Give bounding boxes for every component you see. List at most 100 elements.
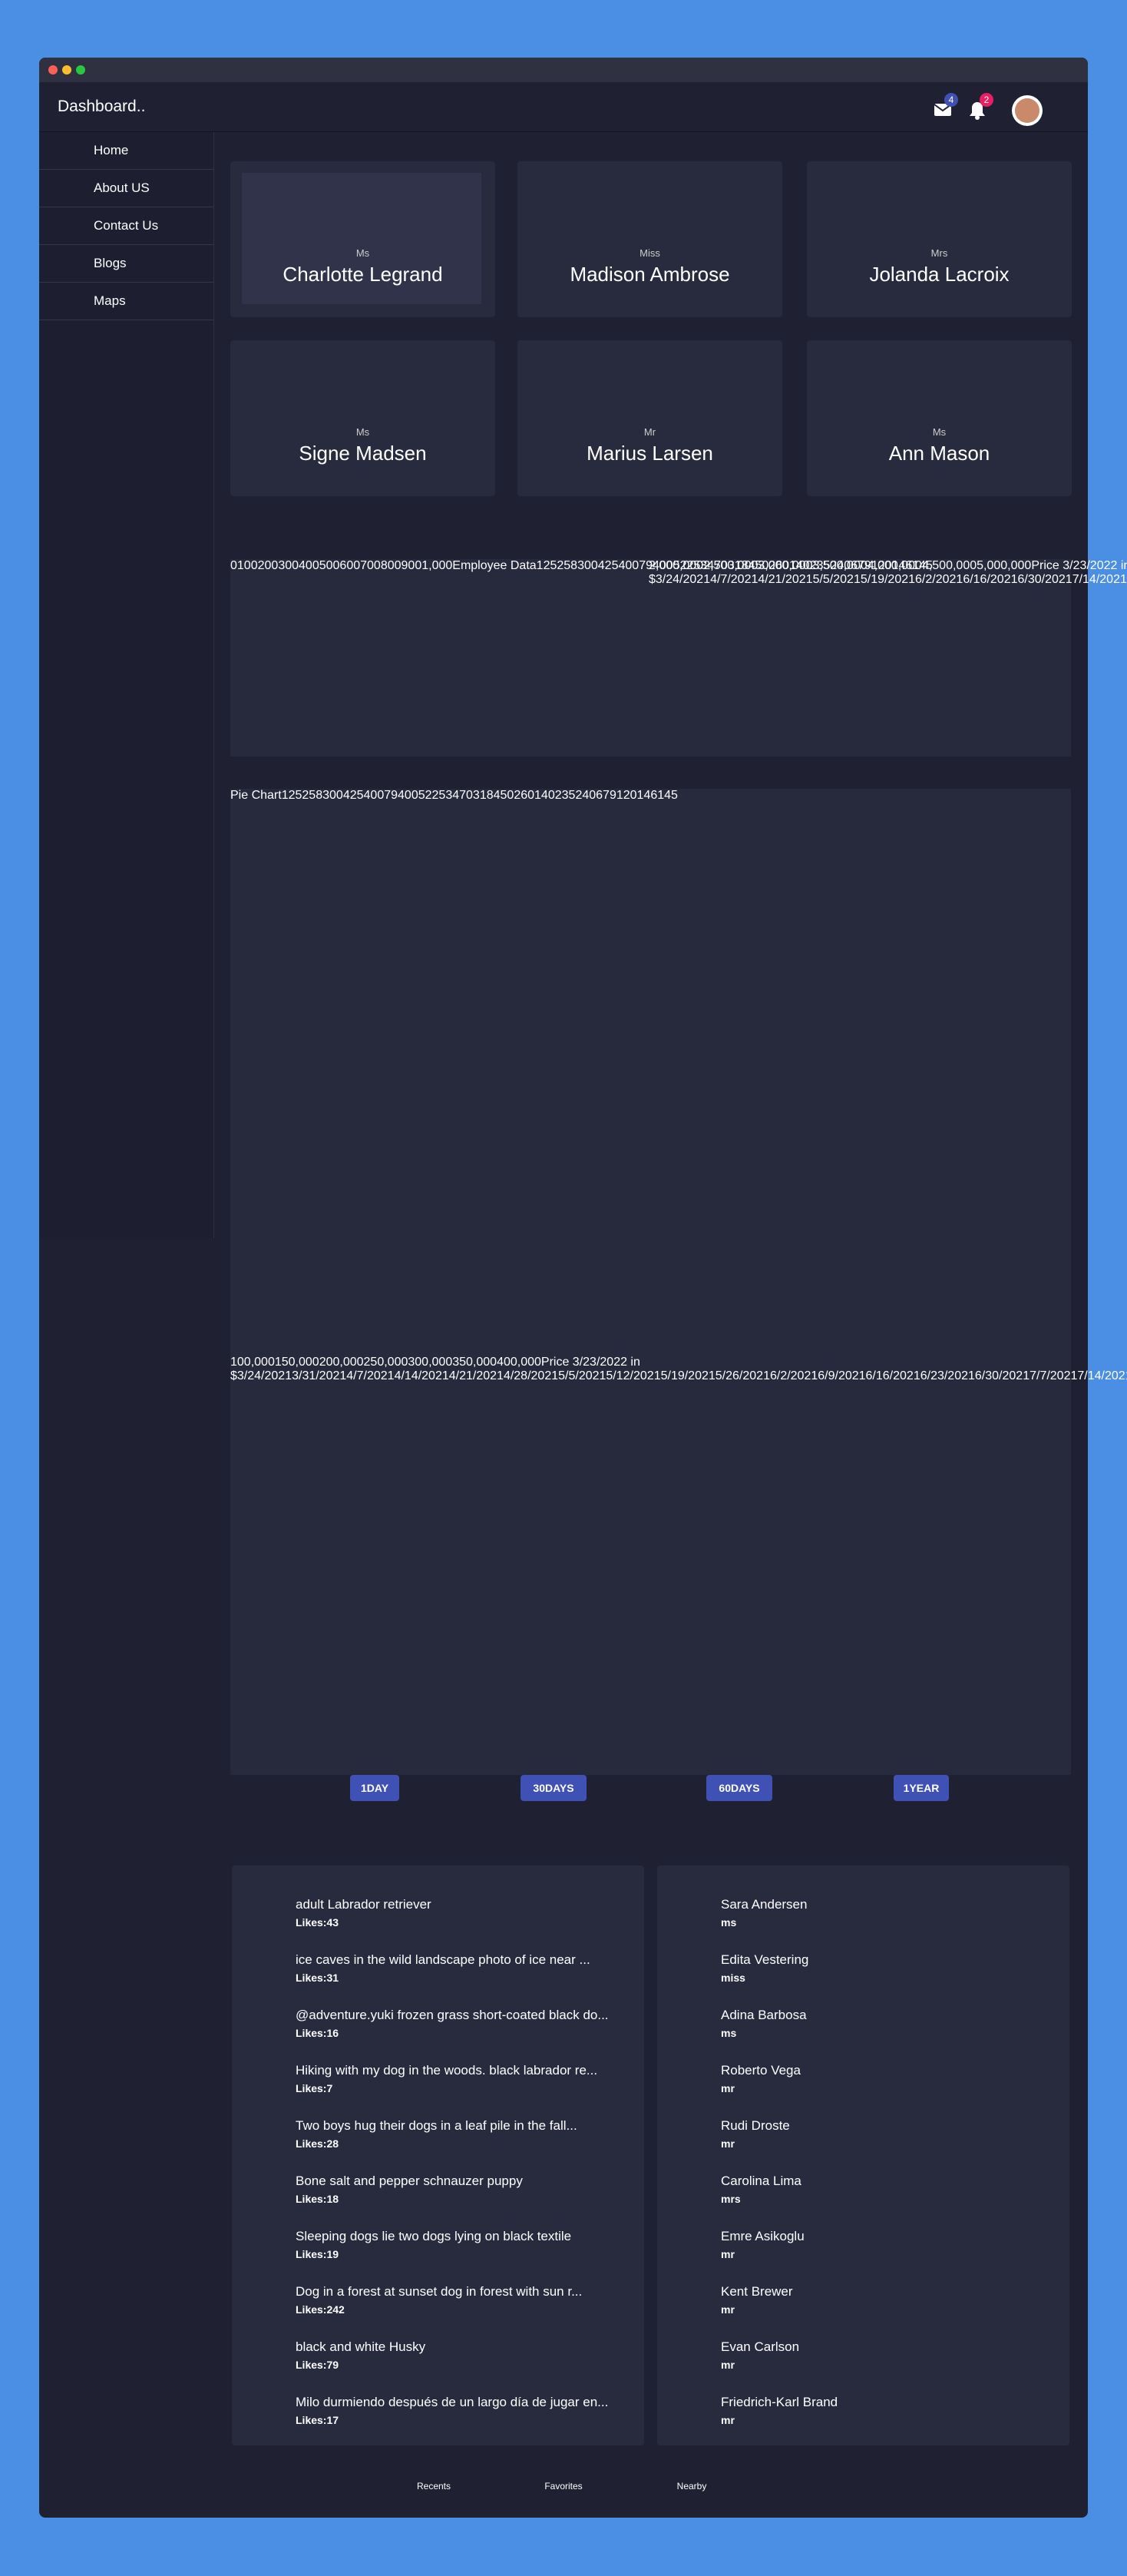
x-tick-label: 470 — [707, 559, 728, 572]
post-title: ice caves in the wild landscape photo of… — [296, 1952, 590, 1967]
x-tick-label: 450 — [748, 559, 769, 572]
x-tick-label: 4/7/2021 — [710, 573, 758, 586]
profile-card[interactable]: Ms Charlotte Legrand — [230, 161, 495, 317]
post-subtitle: Likes:19 — [296, 2248, 339, 2260]
user-item[interactable]: Adina Barbosa ms — [657, 2004, 1069, 2050]
x-tick-label: 300 — [577, 559, 598, 572]
user-title: Emre Asikoglu — [721, 2229, 805, 2243]
x-tick-label: 4/14/2021 — [394, 1369, 449, 1382]
post-item[interactable]: black and white Husky Likes:79 — [232, 2336, 644, 2382]
x-tick-label: 79 — [639, 559, 653, 572]
nav-item[interactable]: Favorites — [525, 2481, 602, 2515]
x-tick-label: 145 — [912, 559, 933, 572]
app-header: Dashboard.. 4 2 — [39, 82, 1088, 132]
card-highlight — [242, 173, 481, 304]
y-tick-label: 200 — [257, 559, 279, 572]
post-title: Milo durmiendo después de un largo día d… — [296, 2395, 609, 2409]
range-button[interactable]: 60DAYS — [706, 1775, 772, 1801]
pie-title: Pie Chart — [230, 789, 282, 802]
x-tick-label: 6/30/2021 — [1017, 573, 1072, 586]
user-item[interactable]: Kent Brewer mr — [657, 2280, 1069, 2326]
user-subtitle: mr — [721, 2414, 735, 2426]
profile-card[interactable]: Mrs Jolanda Lacroix — [807, 161, 1072, 317]
legend-label: 470 — [452, 789, 473, 802]
y-tick-label: 600 — [339, 559, 361, 572]
nav-item[interactable]: Recents — [395, 2481, 472, 2515]
profile-title: Ms — [355, 247, 370, 259]
range-button[interactable]: 1YEAR — [894, 1775, 949, 1801]
y-tick-label: 1,000 — [421, 559, 453, 572]
post-item[interactable]: Two boys hug their dogs in a leaf pile i… — [232, 2114, 644, 2160]
x-tick-label: 6/30/2021 — [974, 1369, 1030, 1382]
x-tick-label: 6/2/2021 — [769, 1369, 818, 1382]
user-item[interactable]: Friedrich-Karl Brand mr — [657, 2391, 1069, 2437]
header-icons[interactable]: 4 2 — [930, 88, 1053, 127]
user-item[interactable]: Rudi Droste mr — [657, 2114, 1069, 2160]
post-item[interactable]: @adventure.yuki frozen grass short-coate… — [232, 2004, 644, 2050]
sidebar-item[interactable]: About US — [39, 170, 213, 207]
post-item[interactable]: Sleeping dogs lie two dogs lying on blac… — [232, 2225, 644, 2271]
profile-title: Mrs — [930, 247, 948, 259]
post-item[interactable]: ice caves in the wild landscape photo of… — [232, 1949, 644, 1995]
app-title: Dashboard.. — [58, 98, 146, 115]
post-title: @adventure.yuki frozen grass short-coate… — [296, 2008, 609, 2022]
legend-label: 400 — [363, 789, 385, 802]
profile-card[interactable]: Miss Madison Ambrose — [517, 161, 782, 317]
x-tick-label: 6/9/2021 — [818, 1369, 866, 1382]
chart: 100,000150,000200,000250,000300,000350,0… — [230, 1356, 1127, 1383]
sidebar-item[interactable]: Home — [39, 132, 213, 170]
x-tick-label: 125 — [536, 559, 557, 572]
profile-card[interactable]: Ms Signe Madsen — [230, 340, 495, 496]
post-item[interactable]: Bone salt and pepper schnauzer puppy Like… — [232, 2170, 644, 2216]
x-tick-label: 4/21/2021 — [758, 573, 813, 586]
profile-card[interactable]: Mr Marius Larsen — [517, 340, 782, 496]
user-subtitle: mr — [721, 2137, 735, 2150]
profile-title: Miss — [640, 247, 660, 259]
user-title: Carolina Lima — [721, 2174, 801, 2188]
user-title: Friedrich-Karl Brand — [721, 2395, 838, 2409]
x-tick-label: 6/16/2021 — [963, 573, 1018, 586]
profile-title: Ms — [355, 426, 370, 438]
y-tick-label: 3,000,000 — [758, 559, 813, 572]
range-button[interactable]: 30DAYS — [521, 1775, 587, 1801]
user-item[interactable]: Carolina Lima mrs — [657, 2170, 1069, 2216]
sidebar-item[interactable]: Contact Us — [39, 207, 213, 245]
y-tick-label: 5,000,000 — [977, 559, 1032, 572]
range-button[interactable]: 1DAY — [350, 1775, 399, 1801]
user-item[interactable]: Edita Vestering miss — [657, 1949, 1069, 1995]
user-item[interactable]: Evan Carlson mr — [657, 2336, 1069, 2382]
y-tick-label: 900 — [401, 559, 422, 572]
x-tick-label: 235 — [809, 559, 831, 572]
user-item[interactable]: Sara Andersen ms — [657, 1893, 1069, 1939]
legend-label: 450 — [493, 789, 514, 802]
x-tick-label: 240 — [830, 559, 851, 572]
post-item[interactable]: Milo durmiendo después de un largo día d… — [232, 2391, 644, 2437]
post-title: Sleeping dogs lie two dogs lying on blac… — [296, 2229, 572, 2243]
post-item[interactable]: Dog in a forest at sunset dog in forest … — [232, 2280, 644, 2326]
y-tick-label: 700 — [360, 559, 381, 572]
legend-label: 318 — [472, 789, 494, 802]
nav-label: Favorites — [544, 2481, 583, 2492]
user-item[interactable]: Roberto Vega mr — [657, 2059, 1069, 2105]
x-tick-label: 6/2/2021 — [915, 573, 963, 586]
user-item[interactable]: Emre Asikoglu mr — [657, 2225, 1069, 2271]
nav-item[interactable]: Nearby — [653, 2481, 730, 2515]
sidebar-item[interactable]: Maps — [39, 283, 213, 320]
post-subtitle: Likes:16 — [296, 2027, 339, 2039]
chart-panel — [230, 559, 1071, 757]
profile-card[interactable]: Ms Ann Mason — [807, 340, 1072, 496]
y-tick-label: 800 — [380, 559, 402, 572]
post-item[interactable]: adult Labrador retriever Likes:43 — [232, 1893, 644, 1939]
y-tick-label: 3,500,000 — [812, 559, 868, 572]
profile-name: Signe Madsen — [299, 442, 427, 465]
x-tick-label: 400 — [652, 559, 673, 572]
x-tick-label: 253 — [686, 559, 708, 572]
chart: 01002003004005006007008009001,000Employe… — [230, 559, 933, 573]
x-tick-label: 260 — [768, 559, 789, 572]
user-subtitle: mr — [721, 2082, 735, 2094]
sidebar-item[interactable]: Blogs — [39, 245, 213, 283]
x-tick-label: 3/24/2021 — [236, 1369, 292, 1382]
post-item[interactable]: Hiking with my dog in the woods. black l… — [232, 2059, 644, 2105]
y-tick-label: 400,000 — [497, 1356, 541, 1369]
user-title: Edita Vestering — [721, 1952, 809, 1967]
